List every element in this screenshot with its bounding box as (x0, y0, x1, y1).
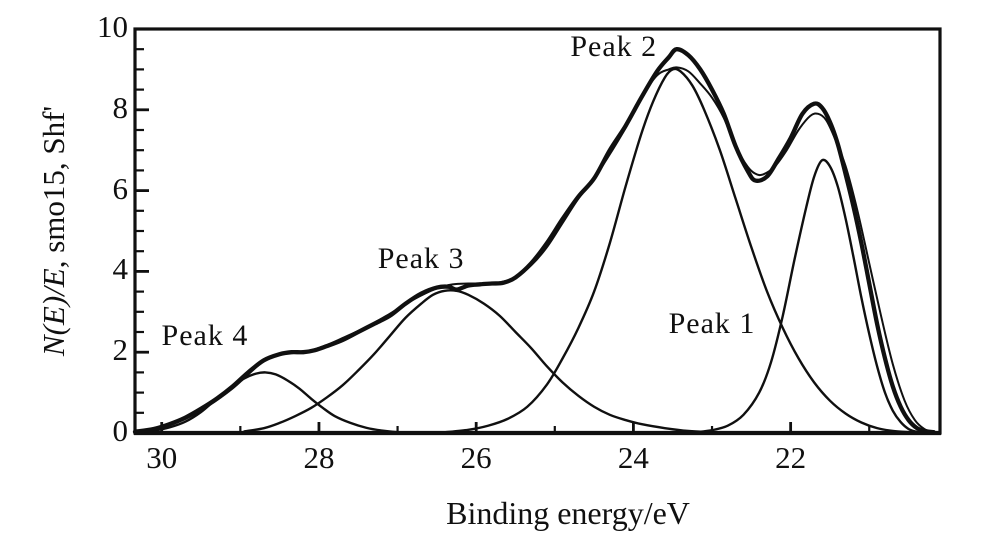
x-tick-label-22: 22 (775, 440, 807, 475)
curve-peak-4-component (136, 371, 419, 435)
curve-peak-3-component (243, 289, 737, 435)
y-tick-label-4: 4 (112, 251, 129, 287)
annotation-peak-1: Peak 1 (668, 306, 756, 340)
x-axis-title: Binding energy/eV (446, 495, 690, 531)
y-tick-label-2: 2 (112, 332, 129, 368)
curve-experimental (132, 47, 936, 435)
x-tick-label-28: 28 (303, 440, 335, 475)
y-tick-label-10: 10 (97, 9, 128, 44)
y-axis-title: N(E)/E, smo15, Shf' (36, 106, 72, 356)
annotation-peak-4: Peak 4 (161, 319, 249, 353)
y-tick-label-8: 8 (112, 89, 129, 125)
curve-peak-2-component (443, 67, 910, 434)
x-tick-label-30: 30 (146, 440, 178, 475)
x-tick-label-24: 24 (617, 440, 649, 475)
curve-fit-envelope (134, 66, 935, 434)
annotation-peak-3: Peak 3 (377, 242, 465, 276)
x-tick-label-26: 26 (460, 440, 492, 475)
y-tick-label-6: 6 (112, 170, 129, 206)
plot-frame (133, 27, 942, 435)
y-tick-label-0: 0 (112, 413, 129, 448)
curve-peak-1-component (695, 158, 926, 435)
annotation-peak-2: Peak 2 (570, 30, 658, 64)
